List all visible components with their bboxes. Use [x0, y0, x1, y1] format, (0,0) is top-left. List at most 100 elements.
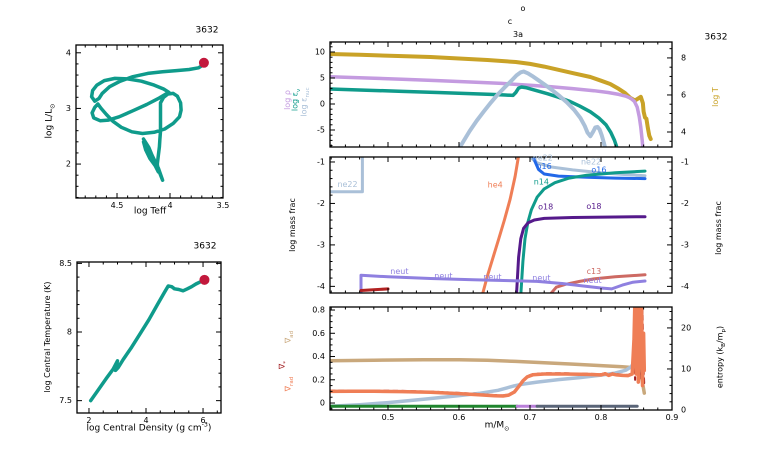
- abundances-tick-label: -3: [317, 240, 325, 249]
- hr-model-number: 3632: [195, 25, 219, 36]
- abundances-tick-label: -3: [681, 240, 689, 249]
- tc-rhoc-series-central-conditions-track: [88, 278, 207, 403]
- abundances-curve-label-ne22: ne22: [533, 154, 553, 163]
- abundances-curve-label-o18: o18: [538, 203, 553, 212]
- gradients-tick-label: 0.6: [453, 413, 466, 422]
- abundances-curve-label-neut: neut: [434, 271, 452, 280]
- profile-top-series-log-eps-nuc: [457, 69, 607, 147]
- abundances-curve-label-neut: neut: [390, 267, 408, 276]
- profile-top-series-log-eps-nu: [330, 85, 619, 147]
- hr-frame: [75, 44, 224, 199]
- hr-tick-label: 4: [66, 48, 71, 57]
- profile-top-tick-label: 5: [320, 73, 325, 82]
- hr-tick-label: 3: [66, 104, 71, 113]
- log-T-axis-label: log T: [711, 87, 720, 107]
- gradients-tick-label: 0.7: [524, 413, 537, 422]
- profile-top-tick-label: 6: [681, 90, 686, 99]
- hr-current-model-marker: [198, 57, 209, 68]
- hr-tick-label: 3.5: [217, 201, 230, 210]
- profile-top-series-log-rho: [330, 74, 645, 147]
- profile-top-tick-label: 0: [320, 99, 325, 108]
- abundances-series-o16: [532, 157, 647, 181]
- abundances-curve-label-neut: neut: [532, 274, 550, 283]
- profile-top-tick-label: 8: [681, 53, 686, 62]
- gradients-series-grad-rad: [330, 307, 647, 398]
- tcrhoc-x-axis-label: log Central Density (g cm-3): [86, 421, 212, 434]
- hr-tick-label: 2: [66, 160, 71, 169]
- profile-top-tick-label: -5: [317, 125, 325, 134]
- gradients-tick-label: 20: [681, 323, 691, 332]
- abundances-curve-label-n14: n14: [534, 177, 549, 186]
- profile-top-tick-label: 10: [315, 47, 325, 56]
- gradients-tick-label: 0.4: [312, 352, 325, 361]
- tc-rhoc-tick-label: 7.5: [59, 396, 72, 405]
- gradients-tick-label: 0.8: [312, 306, 325, 315]
- hr-panel: 4.5 4 3.5 2 3 4: [66, 44, 230, 210]
- hr-y-axis-label: log L/L⊙: [44, 103, 57, 139]
- abundances-tick-label: -2: [681, 199, 689, 208]
- abundances-series-he4: [481, 157, 520, 293]
- profile-top-tick-label: 4: [681, 128, 686, 137]
- gradients-tick-label: 0.6: [312, 329, 325, 338]
- abundances-tick-label: -4: [681, 282, 689, 291]
- abundances-curve-label-o16: o16: [591, 165, 606, 174]
- grad-rad-axis-label: ∇rad: [283, 376, 295, 392]
- abundances-curve-label-neut: neut: [483, 272, 501, 281]
- tc-rhoc-tick-label: 2: [86, 416, 91, 425]
- abundances-curve-label-he4: he4: [488, 181, 503, 190]
- mass-frac-right-axis-label: log mass frac: [714, 201, 723, 255]
- abundances-frame: [329, 156, 673, 294]
- abundances-series-unlabeled-dark-red: [359, 287, 390, 292]
- abundances-curve-label-o18: o18: [586, 202, 601, 211]
- hr-tick-label: 4.5: [111, 201, 124, 210]
- gradients-tick-label: 10: [681, 364, 691, 373]
- profile-top-panel: 10 5 0 -5 8 6 4: [315, 41, 686, 148]
- abundances-series-c13: [549, 273, 647, 293]
- mass-x-axis-label: m/M⊙: [484, 420, 510, 433]
- abundances-tick-label: -1: [681, 157, 689, 166]
- tcrhoc-y-axis-label: log Central Temperature (K): [43, 281, 52, 393]
- tc-rhoc-tick-label: 8.5: [59, 259, 72, 268]
- abundances-series-o18: [515, 215, 647, 293]
- tc-rhoc-tick-label: 4: [143, 416, 148, 425]
- abundances-tick-label: -4: [317, 282, 325, 291]
- grad-star-axis-label: ∇*: [277, 360, 289, 370]
- abundances-tick-label: -1: [317, 157, 325, 166]
- burn-label-c: c: [507, 17, 513, 26]
- gradients-tick-label: 0.5: [382, 413, 395, 422]
- tc-rhoc-tick-label: 6: [200, 416, 205, 425]
- tc-rhoc-panel: 2 4 6 7.5 8 8.5: [59, 259, 222, 425]
- gradients-tick-label: 0: [320, 399, 325, 408]
- profile-top-series-log-T: [330, 52, 653, 141]
- mass-frac-left-axis-label: log mass frac: [288, 198, 297, 252]
- grad-ad-axis-label: ∇ad: [283, 330, 295, 344]
- gradients-tick-label: 0.8: [595, 413, 608, 422]
- hr-tick-label: 4: [167, 201, 172, 210]
- abundances-curve-label-neut: neut: [583, 276, 601, 285]
- abundances-series-n14: [519, 169, 647, 293]
- hr-series-evolution-track: [89, 61, 206, 182]
- gradients-tick-label: 0.2: [312, 375, 325, 384]
- burn-label-3a: 3a: [513, 30, 523, 39]
- grid-model-number: 3632: [704, 32, 728, 43]
- gradients-tick-label: 0: [681, 406, 686, 415]
- gradients-frame: [329, 306, 673, 411]
- entropy-axis-label: entropy (kB/mp): [715, 325, 727, 389]
- tc-rhoc-frame: [76, 261, 222, 414]
- burn-label-o: o: [520, 4, 526, 13]
- log-eps-nuc-axis-label: log εnuc: [299, 87, 311, 117]
- abundances-tick-label: -2: [317, 199, 325, 208]
- abundances-series-neut: [359, 273, 647, 293]
- abundances-curve-label-c13: c13: [587, 267, 602, 276]
- hr-x-axis-label: log Teff: [133, 206, 167, 217]
- abundances-curve-label-ne22: ne22: [337, 180, 357, 189]
- tcrhoc-model-number: 3632: [193, 241, 217, 252]
- tc-rhoc-current-model-marker: [199, 274, 210, 285]
- abundances-curve-label-o16: o16: [537, 162, 552, 171]
- tc-rhoc-tick-label: 8: [67, 328, 72, 337]
- abundances-curve-label-ne22: ne22: [581, 157, 601, 166]
